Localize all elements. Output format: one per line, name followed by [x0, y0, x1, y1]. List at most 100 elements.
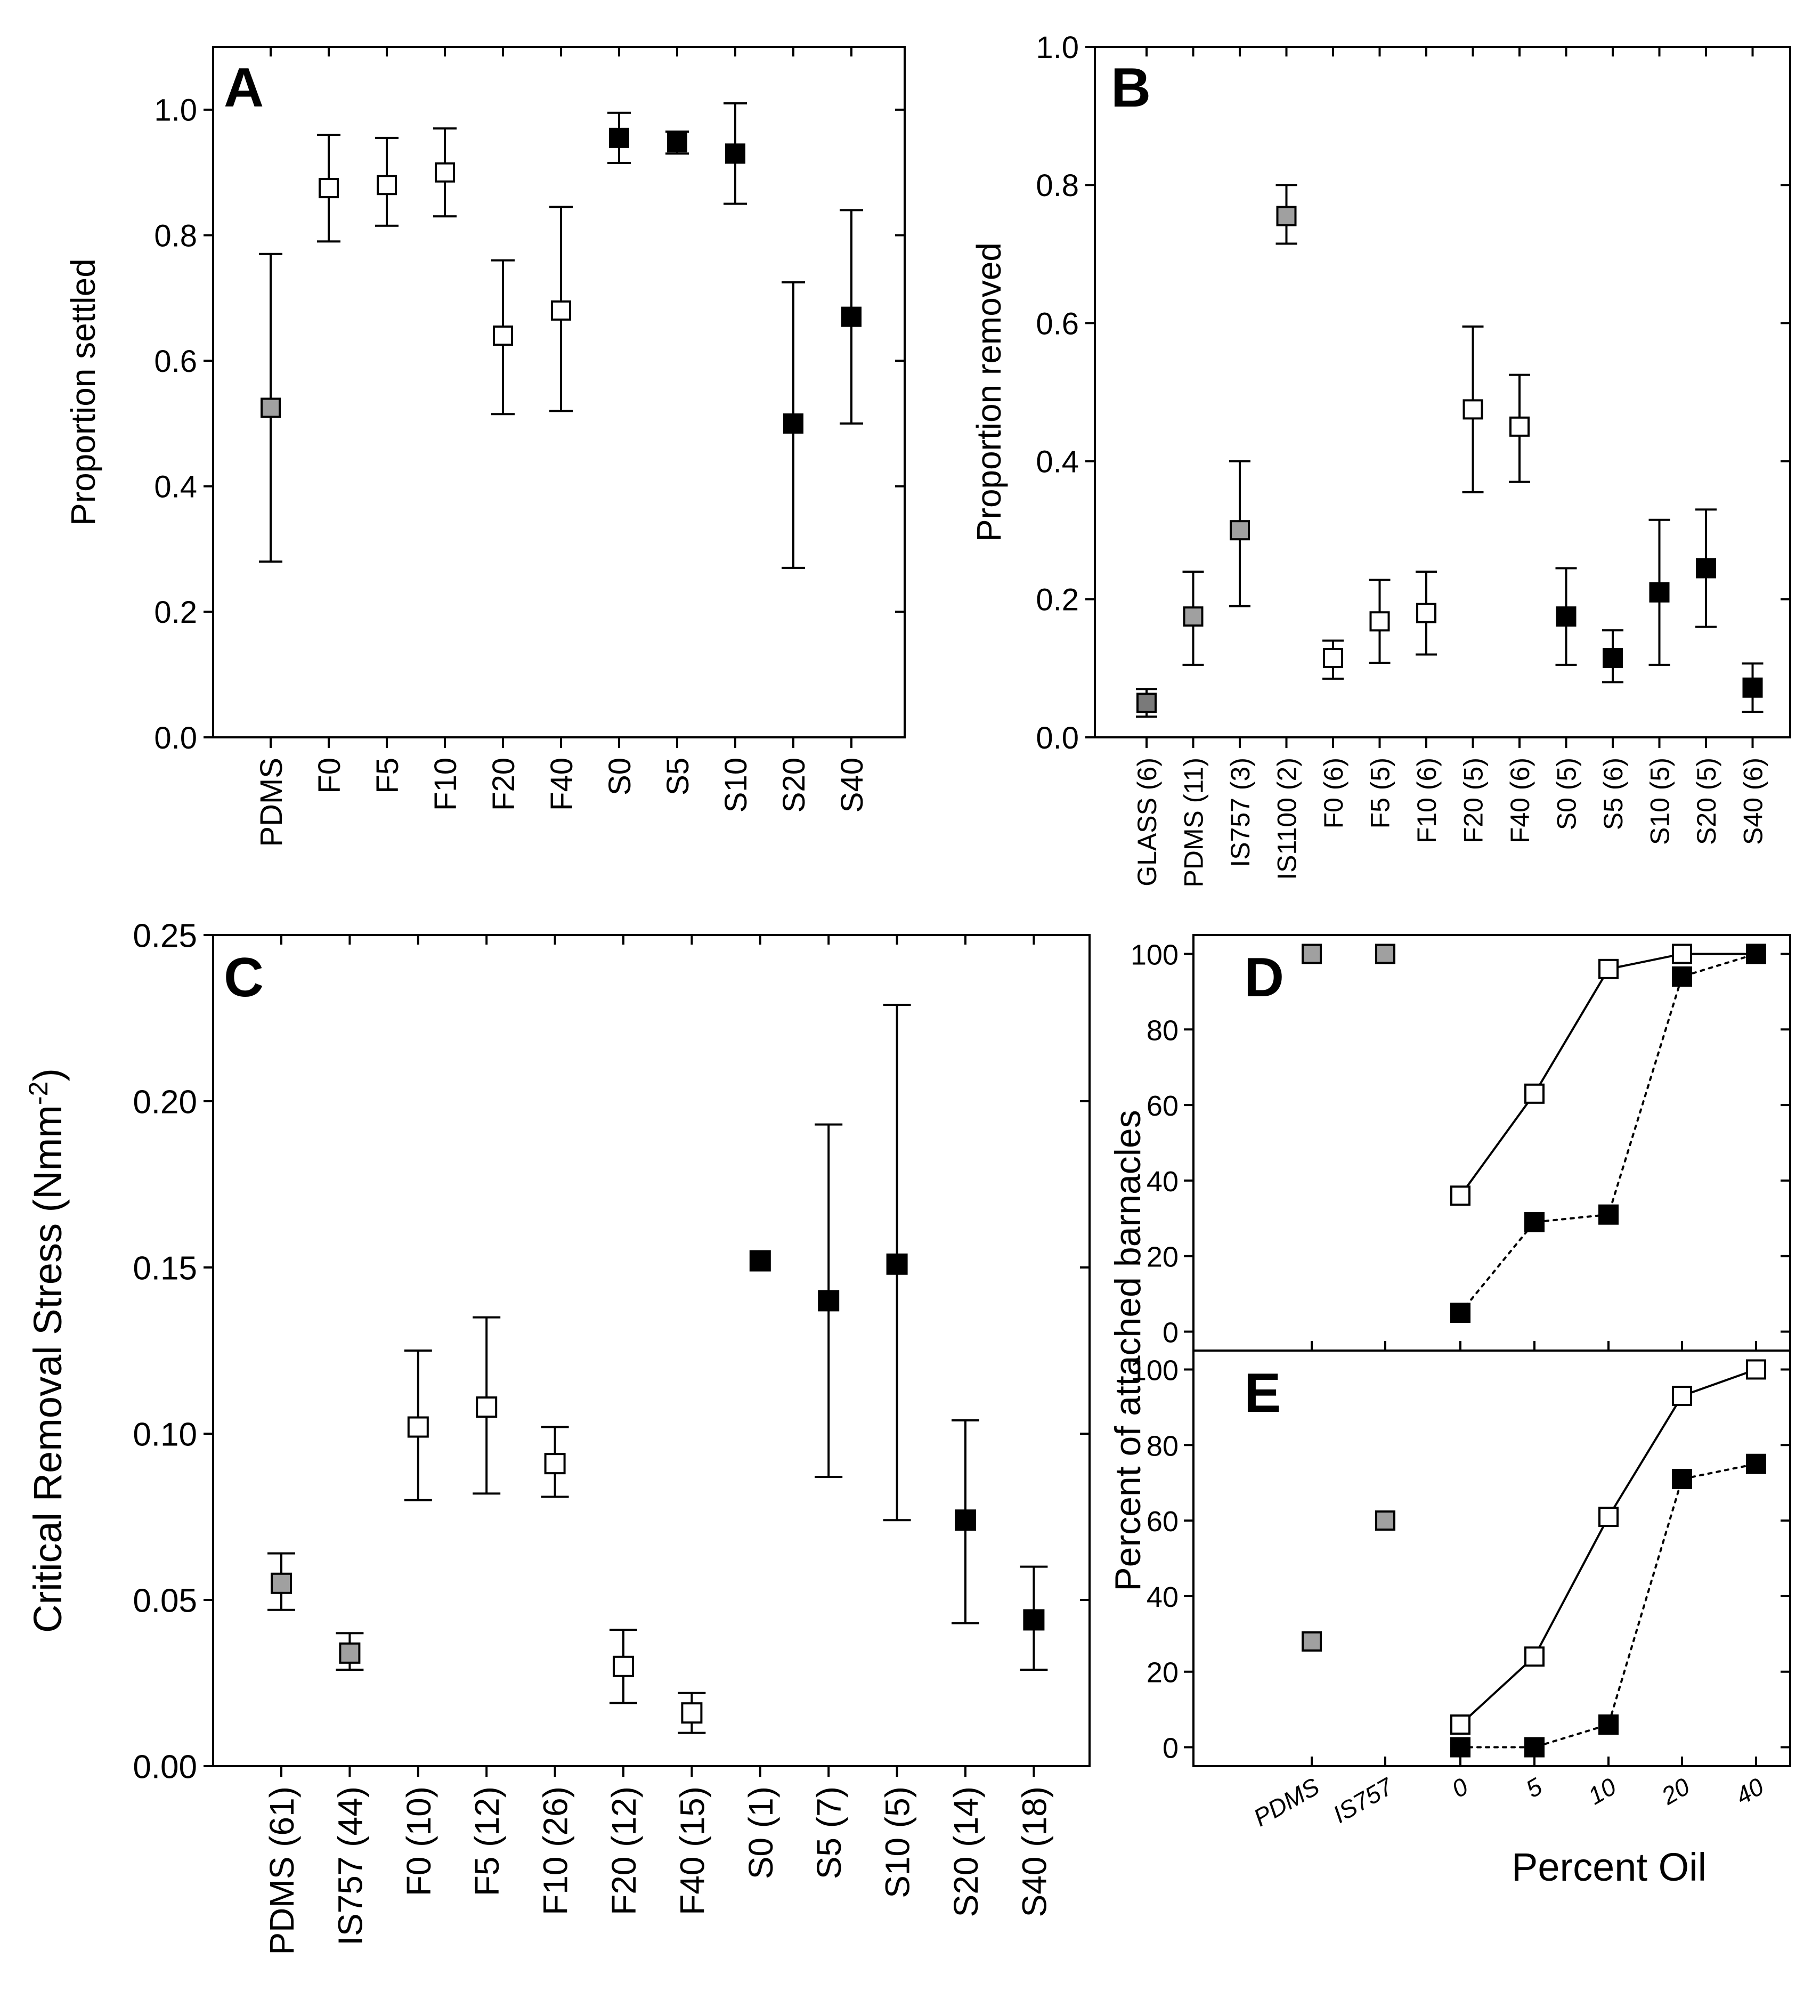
x-tick-label: F10 (26)	[537, 1786, 575, 1915]
data-point	[1603, 647, 1623, 668]
y-tick-label: 0.8	[154, 218, 197, 253]
y-tick-label: 80	[1147, 1430, 1179, 1462]
y-tick-label: 0.0	[1036, 721, 1079, 755]
y-tick-label: 80	[1147, 1014, 1179, 1046]
panel-e-frame	[1192, 1350, 1791, 1767]
data-point	[955, 1509, 976, 1531]
data-point	[476, 1396, 498, 1418]
x-tick-label: IS1100 (2)	[1272, 758, 1302, 880]
data-point	[1230, 520, 1250, 541]
data-point	[1672, 966, 1692, 987]
x-tick-label: S5	[661, 758, 695, 795]
data-point	[1672, 1386, 1692, 1407]
x-tick-label: S0	[603, 758, 637, 795]
x-tick-label: S20 (5)	[1692, 758, 1721, 845]
data-point	[613, 1655, 634, 1677]
x-tick-label: S5 (7)	[810, 1786, 848, 1879]
y-tick-label: 20	[1147, 1657, 1179, 1689]
panel-c-ylabel-sup: -2	[23, 1082, 53, 1105]
y-tick-label: 0.4	[154, 470, 197, 505]
data-point	[1524, 1737, 1545, 1758]
x-tick-label: F0	[312, 758, 347, 794]
data-point	[1462, 399, 1483, 420]
reference-point	[1302, 944, 1322, 964]
data-point	[1450, 1737, 1470, 1758]
panel-a-letter: A	[224, 57, 264, 119]
data-point	[1323, 647, 1343, 668]
data-point	[1649, 582, 1670, 603]
data-point	[493, 325, 513, 346]
data-point	[725, 143, 745, 164]
data-point	[1598, 1204, 1619, 1225]
data-point	[1183, 606, 1204, 627]
x-tick-label: PDMS (11)	[1179, 758, 1209, 888]
y-tick-label: 60	[1147, 1506, 1179, 1538]
y-tick-label: 0.00	[133, 1749, 197, 1785]
y-tick-label: 60	[1147, 1090, 1179, 1122]
x-tick-label: S40 (6)	[1738, 758, 1768, 845]
y-tick-label: 0.2	[1036, 583, 1079, 617]
data-point	[818, 1290, 840, 1312]
data-point	[1672, 1469, 1692, 1490]
data-point	[1276, 206, 1297, 226]
data-point	[1746, 944, 1766, 964]
y-tick-label: 100	[1131, 1354, 1179, 1386]
panel-d-marks: 0 20 40 60 80 100	[1131, 939, 1790, 1351]
data-point	[1450, 1303, 1470, 1323]
data-point	[435, 162, 455, 183]
y-tick-label: 0	[1163, 1733, 1179, 1765]
x-tick-label: S40	[835, 758, 870, 812]
panel-b-letter: B	[1111, 57, 1151, 119]
y-tick-label: 0.25	[133, 917, 197, 954]
data-point	[319, 178, 339, 199]
data-point	[261, 397, 281, 418]
data-point	[1696, 558, 1716, 579]
x-tick-label: F40 (15)	[673, 1786, 711, 1915]
y-tick-label: 0.10	[133, 1416, 197, 1453]
data-point	[1524, 1646, 1545, 1667]
y-tick-label: 0.4	[1036, 444, 1079, 479]
data-point	[1598, 958, 1619, 979]
y-tick-label: 40	[1147, 1581, 1179, 1613]
data-point	[1524, 1083, 1545, 1104]
x-tick-label: IS757 (3)	[1225, 758, 1255, 867]
panel-a: A Proportion settled 0.0 0.2 0.4 0.6 0.8 1.0 P…	[64, 46, 906, 847]
panel-e-letter: E	[1244, 1362, 1281, 1424]
panel-c-marks: 0.00 0.05 0.10 0.15 0.20 0.25 PDMS (61) IS757 (…	[133, 917, 1090, 1955]
panels-de-xlabel: Percent Oil	[1512, 1845, 1707, 1889]
x-tick-label: F0 (6)	[1319, 758, 1348, 828]
y-tick-label: 1.0	[1036, 30, 1079, 65]
x-tick-label: F40 (6)	[1505, 758, 1535, 843]
data-point	[886, 1253, 908, 1275]
y-tick-label: 0.6	[1036, 306, 1079, 341]
x-tick-label: F10 (6)	[1412, 758, 1442, 843]
x-tick-label: F10	[428, 758, 463, 811]
y-tick-label: 0.20	[133, 1084, 197, 1120]
x-tick-label: S10 (5)	[1645, 758, 1675, 845]
x-tick-label: S20 (14)	[947, 1786, 985, 1917]
data-point	[1746, 1453, 1766, 1474]
y-tick-label: 100	[1131, 939, 1179, 971]
x-tick-label: F20 (5)	[1459, 758, 1489, 843]
y-tick-label: 0.6	[154, 344, 197, 379]
x-tick-label: S40 (18)	[1015, 1786, 1053, 1917]
x-tick-label: S10 (5)	[879, 1786, 917, 1898]
panel-c-ylabel-main: Critical Removal Stress (Nmm	[26, 1105, 70, 1633]
data-point	[339, 1642, 361, 1664]
x-tick-label: F5 (12)	[468, 1786, 506, 1896]
x-tick-label: S10	[719, 758, 753, 812]
data-point	[544, 1453, 566, 1475]
panel-c-letter: C	[224, 947, 264, 1009]
panel-a-frame	[212, 46, 906, 738]
x-tick-label: S5 (6)	[1598, 758, 1628, 830]
y-tick-label: 40	[1147, 1166, 1179, 1198]
y-tick-label: 0.2	[154, 595, 197, 630]
data-point	[551, 300, 571, 321]
data-point	[609, 127, 629, 148]
data-point	[1450, 1185, 1470, 1206]
panel-a-marks: 0.0 0.2 0.4 0.6 0.8 1.0 PDMS F0 F5 F10 F20 F40 S0 S5 S…	[154, 47, 905, 847]
reference-point	[1375, 1510, 1395, 1531]
data-point	[407, 1416, 429, 1438]
data-point	[1556, 606, 1577, 627]
